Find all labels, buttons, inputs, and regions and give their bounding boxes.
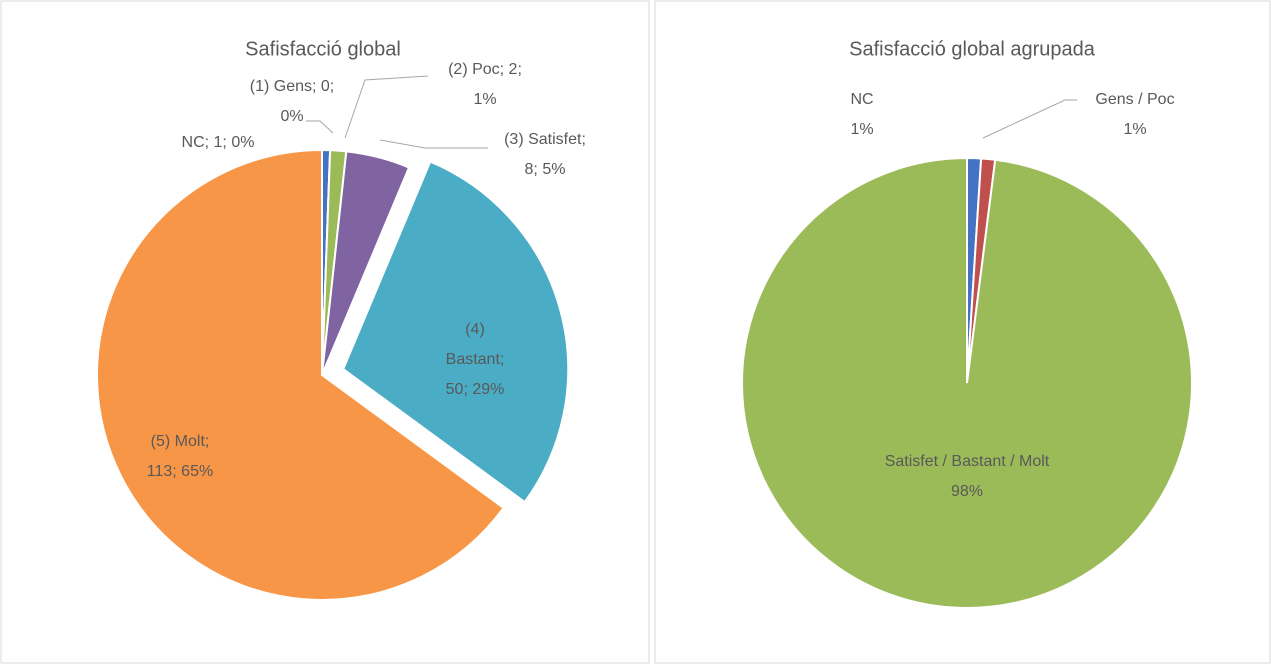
data-label: NC; 1; 0% <box>182 134 255 151</box>
category-label: Gens / Poc <box>1095 91 1174 108</box>
data-label: 1% <box>850 121 873 138</box>
data-label: (3) Satisfet; 8; 5% <box>504 131 586 178</box>
data-label: 98% <box>951 483 983 500</box>
data-label: (2) Poc; 2; 1% <box>448 61 522 108</box>
category-label: NC <box>850 91 873 108</box>
leader-line <box>306 120 334 134</box>
category-label: Satisfet / Bastant / Molt <box>885 453 1050 470</box>
data-label: (1) Gens; 0; 0% <box>250 78 334 125</box>
data-label: 1% <box>1123 121 1146 138</box>
chart-title: Safisfacció global agrupada <box>849 38 1096 60</box>
pie-slice <box>96 148 505 601</box>
leader-line <box>379 139 488 149</box>
leader-line <box>982 99 1077 139</box>
pie-slice <box>341 160 570 504</box>
leader-line <box>344 75 429 139</box>
data-label: (5) Molt; 113; 65% <box>147 433 213 480</box>
pie-slice <box>321 150 411 376</box>
data-label: (4) Bastant; 50; 29% <box>446 321 505 398</box>
chart-title: Safisfacció global <box>245 38 401 60</box>
pie-slice <box>741 156 1194 609</box>
